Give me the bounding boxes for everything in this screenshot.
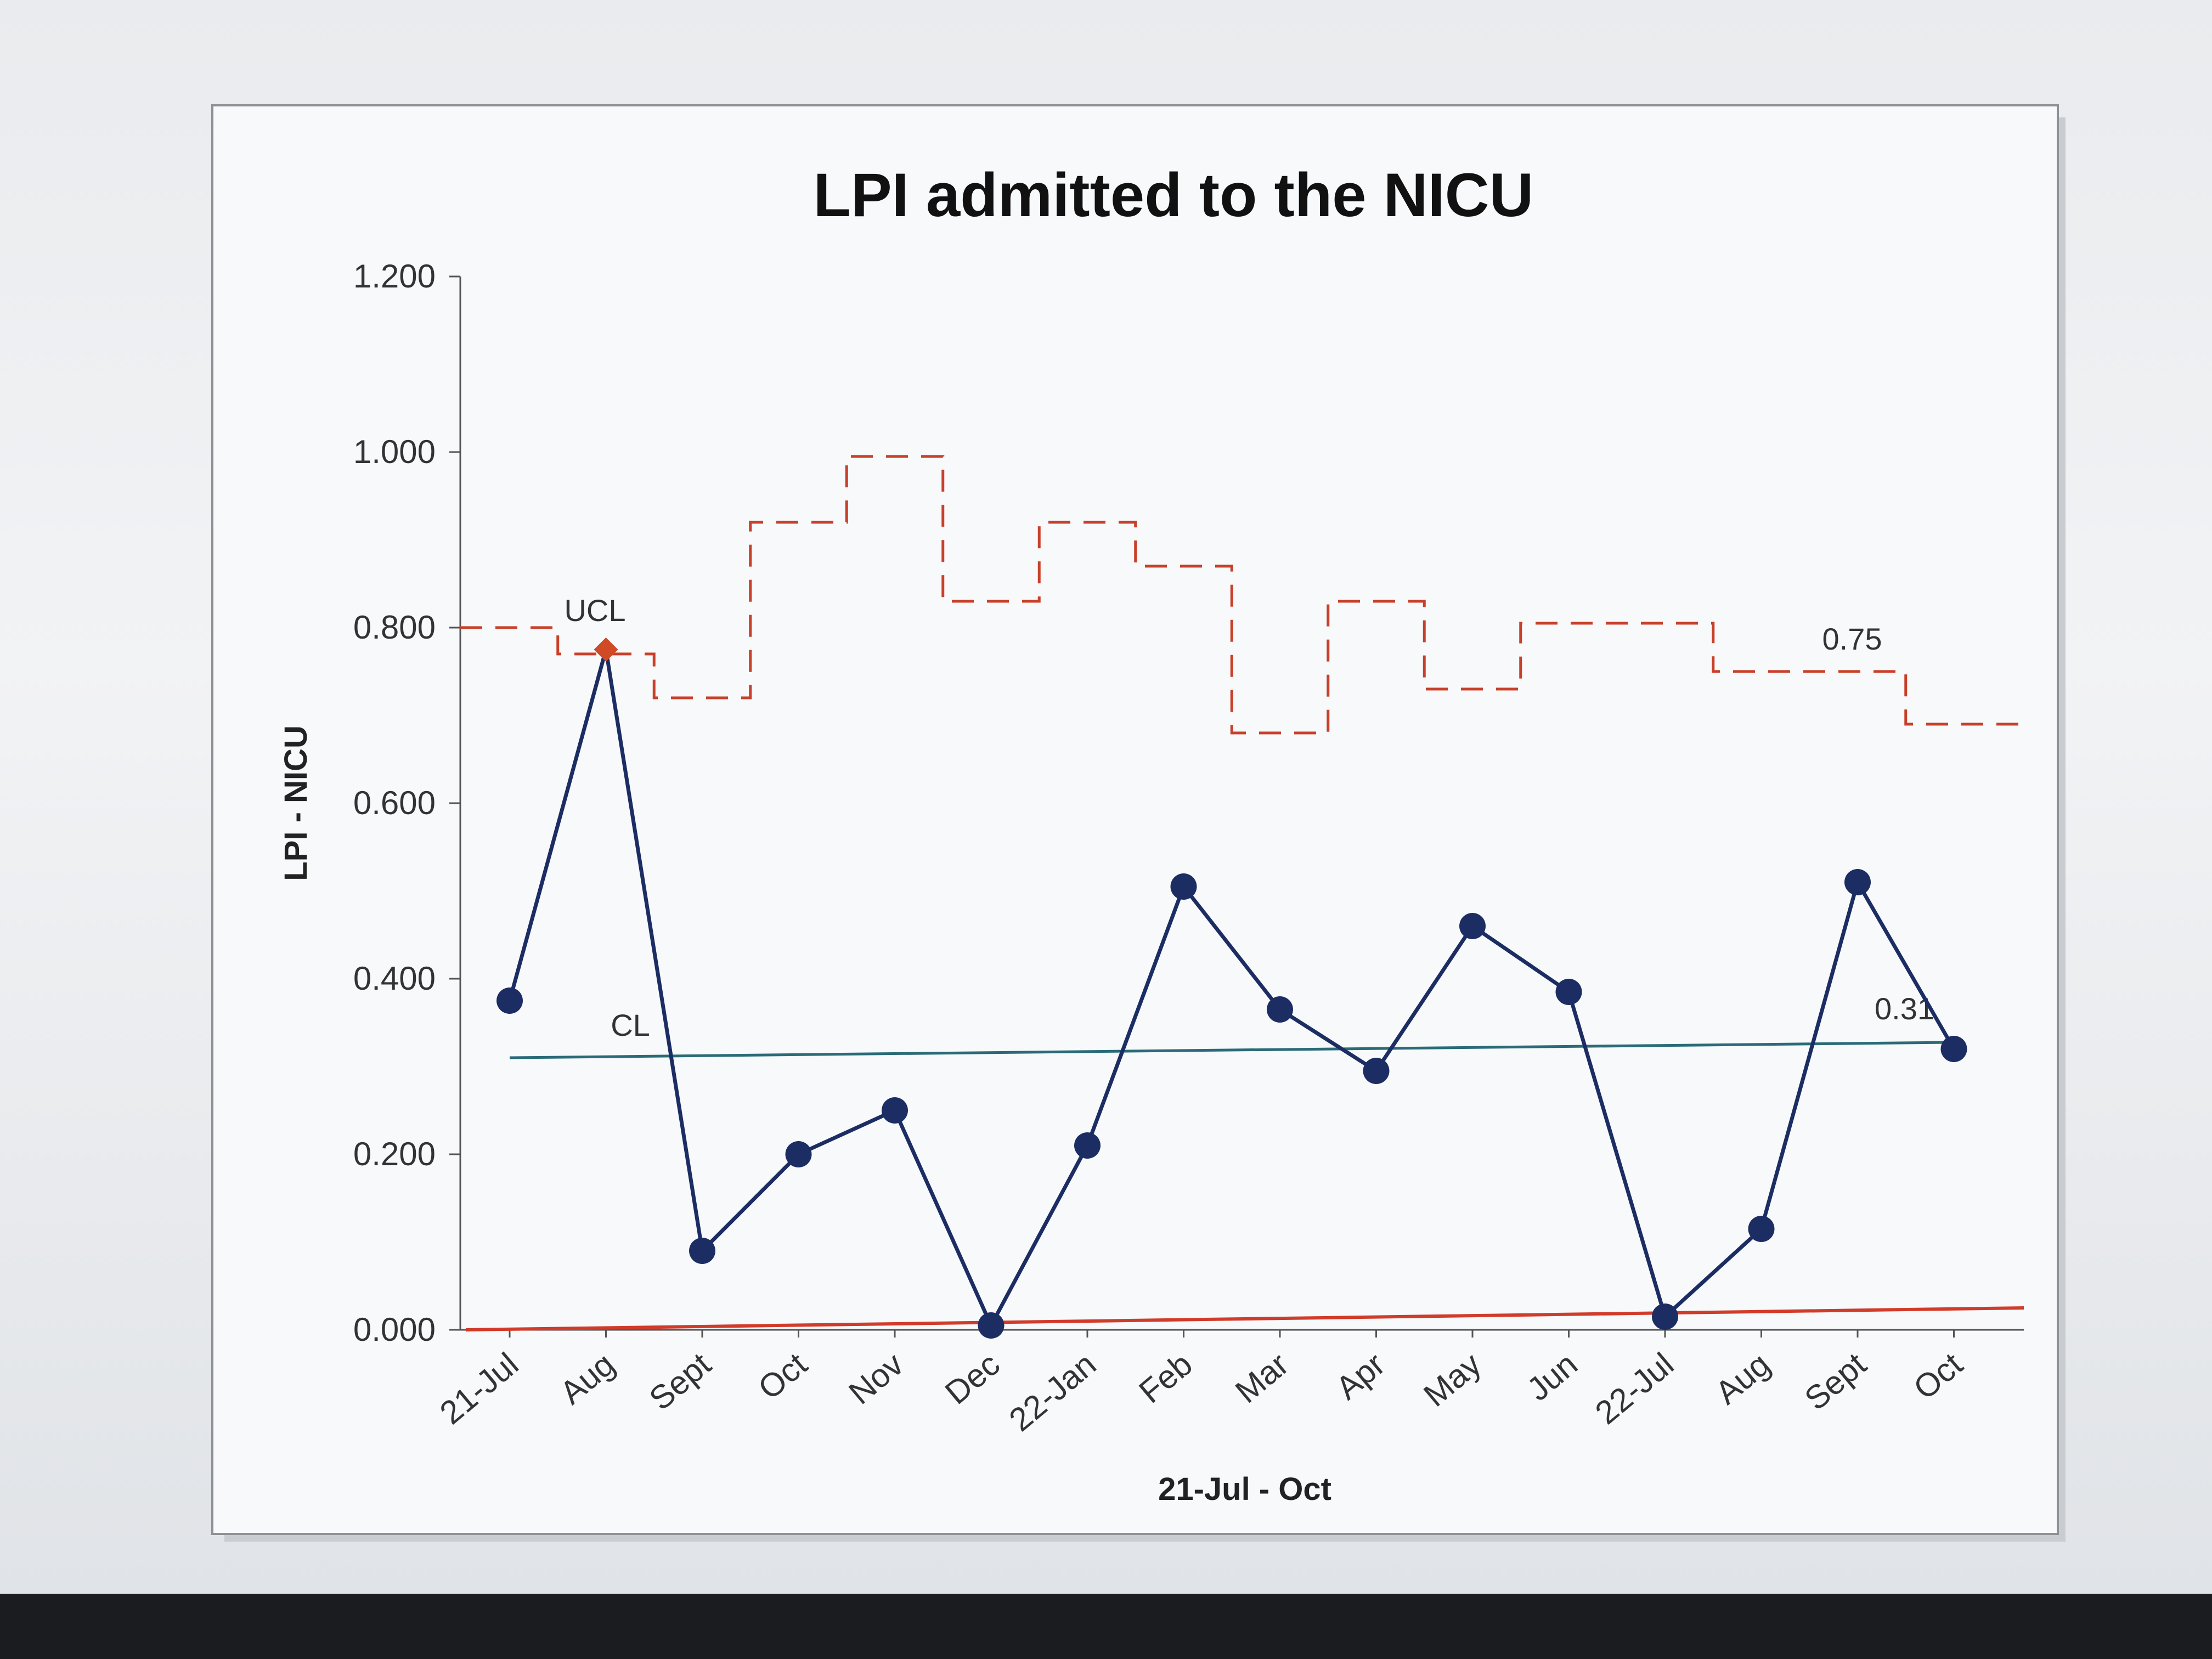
cl-label: CL: [611, 1008, 650, 1042]
lcl-line: [465, 1306, 2024, 1331]
y-axis: 0.000 0.200 0.400 0.600 0.800 1.000 1.200: [353, 258, 461, 1348]
x-axis-label: 21-Jul - Oct: [1158, 1471, 1331, 1507]
data-point: [1748, 1216, 1775, 1242]
x-tick-label: Oct: [1906, 1345, 1970, 1407]
series-line: [507, 649, 1956, 1330]
x-tick-label: Aug: [1708, 1346, 1777, 1412]
y-tick-label: 1.000: [353, 433, 436, 470]
x-tick-label: Oct: [751, 1345, 814, 1407]
y-tick-label: 1.200: [353, 258, 436, 295]
x-tick-label: Sept: [1798, 1345, 1874, 1417]
y-tick-label: 0.200: [353, 1136, 436, 1172]
x-tick-label: Nov: [842, 1346, 911, 1412]
ucl-label: UCL: [564, 593, 625, 628]
x-tick-label: Aug: [553, 1346, 622, 1412]
x-tick-label: 21-Jul: [433, 1346, 525, 1431]
ucl-line: [460, 455, 2024, 735]
data-point: [1074, 1132, 1101, 1159]
x-tick-label: Jun: [1520, 1346, 1584, 1408]
control-chart: LPI admitted to the NICU 0.000 0.200 0.400…: [278, 161, 2024, 1507]
data-point: [1940, 1036, 1967, 1062]
x-tick-label: Apr: [1329, 1346, 1392, 1407]
data-point: [785, 1141, 812, 1167]
y-tick-label: 0.400: [353, 960, 436, 997]
x-tick-label: Sept: [642, 1345, 718, 1417]
y-tick-label: 0.800: [353, 609, 436, 646]
data-point: [882, 1097, 908, 1124]
cl-line: [509, 1041, 1954, 1059]
x-tick-label: 22-Jul: [1588, 1346, 1680, 1431]
y-axis-label: LPI - NICU: [278, 725, 314, 881]
x-tick-label: Mar: [1228, 1346, 1295, 1410]
x-tick-label: 22-Jan: [1002, 1346, 1103, 1438]
x-tick-label: Feb: [1132, 1346, 1199, 1410]
x-tick-label: May: [1417, 1346, 1488, 1414]
data-point: [978, 1312, 1005, 1339]
data-point: [1459, 913, 1486, 939]
ucl-end-label: 0.75: [1822, 622, 1882, 656]
data-point: [689, 1238, 715, 1264]
data-point: [1363, 1058, 1390, 1084]
x-tick-label: Dec: [938, 1346, 1007, 1412]
chart-title: LPI admitted to the NICU: [814, 161, 1534, 229]
data-point: [1555, 979, 1582, 1005]
monitor-bezel: [0, 1594, 2212, 1659]
y-tick-label: 0.600: [353, 785, 436, 821]
data-point: [1267, 996, 1293, 1023]
chart-frame: LPI admitted to the NICU 0.000 0.200 0.400…: [211, 104, 2059, 1535]
data-point: [1170, 873, 1197, 900]
data-point: [496, 988, 523, 1014]
y-tick-label: 0.000: [353, 1311, 436, 1348]
data-series: [496, 637, 1967, 1339]
data-point: [1844, 869, 1871, 895]
data-point-highlight: [594, 637, 618, 662]
data-point: [1652, 1304, 1678, 1330]
